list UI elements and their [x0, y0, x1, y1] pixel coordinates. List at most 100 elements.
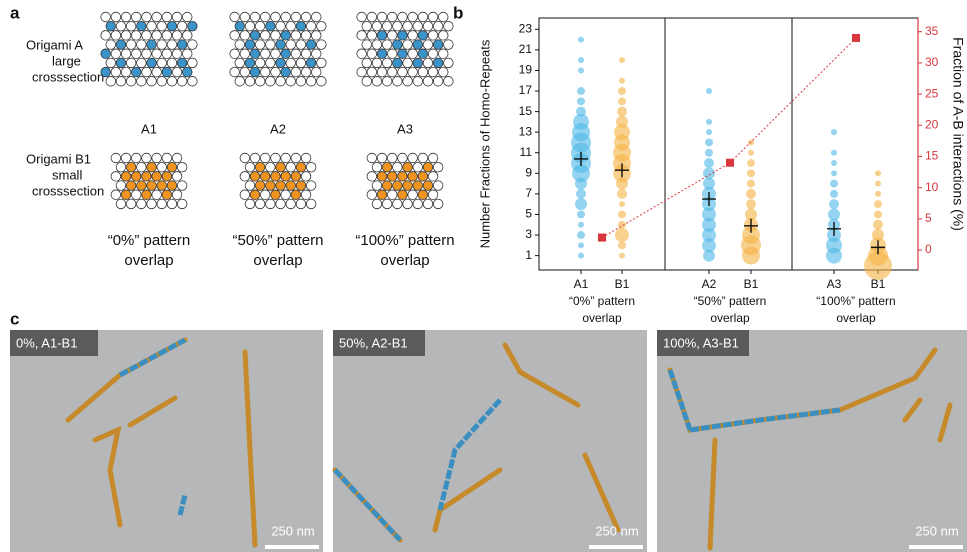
- helix: [412, 57, 423, 69]
- helix: [265, 57, 276, 69]
- helix: [295, 20, 307, 32]
- bubble: [578, 67, 584, 74]
- micrograph-label: 50%, A2-B1: [339, 335, 408, 350]
- helix: [131, 48, 142, 59]
- bubble: [703, 167, 715, 180]
- helix: [265, 39, 276, 50]
- helix: [280, 152, 291, 164]
- bubble: [706, 88, 712, 95]
- scale-bar: [265, 545, 319, 549]
- bubble: [618, 87, 626, 96]
- bubble: [875, 170, 881, 177]
- helix: [443, 57, 454, 69]
- helix: [249, 171, 261, 182]
- scale-text: 250 nm: [915, 523, 958, 538]
- helix: [249, 152, 261, 164]
- y-tick-label: 21: [519, 42, 533, 56]
- helix: [438, 11, 449, 23]
- y2-tick-label: 35: [925, 24, 939, 38]
- helix: [427, 152, 439, 164]
- y2-axis-title: Fraction of A-B interactions (%): [950, 37, 966, 231]
- helix: [239, 152, 251, 164]
- helix: [166, 161, 178, 173]
- helix: [234, 76, 245, 87]
- helix: [290, 66, 302, 78]
- y-tick-label: 19: [519, 63, 533, 77]
- helix: [171, 48, 183, 59]
- helix: [285, 20, 296, 32]
- helix: [356, 11, 367, 23]
- helix: [280, 189, 291, 200]
- helix: [402, 57, 413, 69]
- helix: [171, 189, 183, 200]
- filament-blue: [177, 494, 188, 516]
- helix: [300, 189, 312, 200]
- bubble: [705, 148, 713, 157]
- helix: [146, 198, 157, 210]
- helix: [120, 66, 132, 78]
- helix: [417, 152, 429, 164]
- mean-marker: [574, 151, 588, 166]
- caption: overlap: [124, 252, 173, 269]
- helix: [141, 66, 152, 78]
- helix: [182, 66, 193, 78]
- helix: [244, 39, 256, 50]
- helix: [412, 180, 423, 191]
- helix: [151, 171, 162, 182]
- bubble: [619, 77, 625, 84]
- bubble: [615, 228, 629, 243]
- helix: [285, 180, 296, 191]
- helix: [305, 180, 317, 191]
- micrograph-label: 0%, A1-B1: [16, 335, 77, 350]
- helix: [275, 161, 286, 173]
- bubble: [831, 170, 837, 177]
- helix: [290, 30, 302, 41]
- row-label: large: [52, 53, 81, 68]
- helix: [176, 76, 188, 87]
- helix: [125, 198, 137, 210]
- y-tick-label: 9: [525, 165, 532, 179]
- helix: [136, 39, 147, 50]
- helix: [438, 30, 449, 41]
- helix: [280, 11, 291, 23]
- helix: [260, 189, 271, 200]
- helix: [244, 180, 256, 191]
- helix: [290, 189, 302, 200]
- helix: [176, 57, 188, 69]
- bubble: [616, 115, 628, 128]
- helix: [361, 39, 372, 50]
- helix: [260, 48, 271, 59]
- helix: [417, 189, 429, 200]
- helix: [402, 39, 413, 50]
- helix: [151, 11, 162, 23]
- helix: [311, 66, 322, 78]
- helix: [392, 76, 403, 87]
- helix: [161, 171, 173, 182]
- helix: [300, 48, 312, 59]
- helix: [176, 20, 188, 32]
- bubble: [577, 97, 585, 106]
- helix: [176, 39, 188, 50]
- helix: [366, 189, 378, 200]
- helix: [151, 66, 162, 78]
- helix: [131, 171, 142, 182]
- helix: [356, 48, 367, 59]
- helix: [300, 11, 312, 23]
- helix: [412, 161, 423, 173]
- bubble: [706, 118, 712, 125]
- helix: [156, 39, 167, 50]
- helix: [376, 30, 388, 41]
- helix: [229, 11, 240, 23]
- bubble: [578, 252, 584, 259]
- bubble: [619, 57, 625, 64]
- helix: [407, 152, 418, 164]
- helix: [280, 48, 291, 59]
- helix: [115, 57, 127, 69]
- row-label: crosssection: [32, 69, 104, 84]
- helix: [265, 161, 276, 173]
- helix: [146, 57, 157, 69]
- helix: [146, 161, 157, 173]
- helix: [422, 76, 434, 87]
- helix: [161, 189, 173, 200]
